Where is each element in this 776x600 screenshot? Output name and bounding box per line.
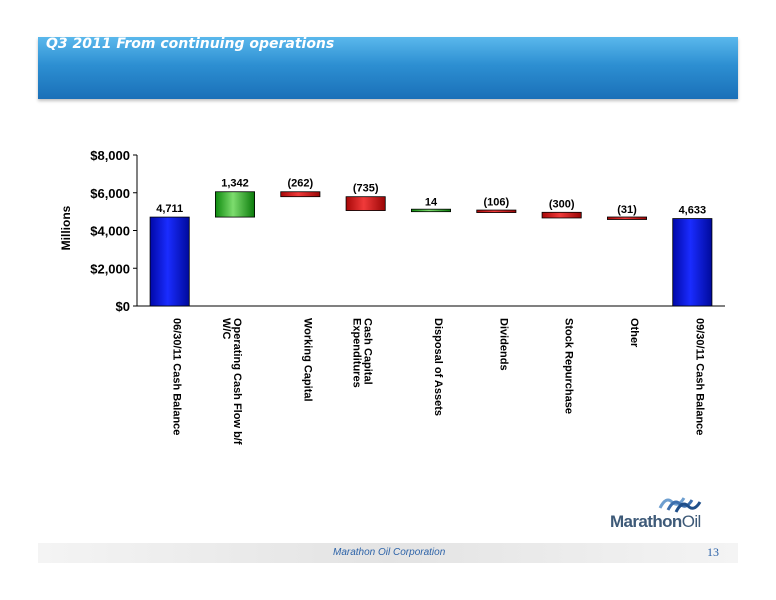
x-tick-label: Other — [628, 318, 640, 348]
y-tick-label: $8,000 — [90, 148, 130, 163]
x-tick-label: Disposal of Assets — [432, 318, 444, 416]
bar-2 — [214, 191, 255, 218]
x-tick-label: Stock Repurchase — [563, 318, 575, 414]
y-tick-label: $6,000 — [90, 186, 130, 201]
logo-wordmark: MarathonOil — [610, 512, 701, 532]
x-tick-label: Cash CapitalExpenditures — [351, 318, 374, 388]
logo-brand: Marathon — [610, 512, 682, 531]
data-label: (735) — [353, 183, 379, 195]
data-label: 14 — [425, 196, 438, 208]
data-label: (31) — [617, 204, 637, 216]
footer-bar — [38, 543, 738, 563]
page-subtitle: Q3 2011 From continuing operations — [46, 36, 335, 52]
data-label: 4,711 — [156, 203, 183, 215]
bar-4 — [345, 196, 386, 211]
x-tick-label: 09/30/11 Cash Balance — [693, 318, 705, 435]
x-tick-label: 06/30/11 Cash Balance — [171, 318, 183, 435]
data-label: (106) — [483, 196, 509, 208]
y-tick-label: $4,000 — [90, 224, 130, 239]
bar-5 — [410, 208, 451, 213]
x-tick-label: Dividends — [497, 318, 509, 371]
x-tick-label: Operating Cash Flow b/fW/C — [220, 318, 243, 445]
y-tick-label: $0 — [116, 299, 130, 314]
footer-company: Marathon Oil Corporation — [333, 547, 446, 558]
bar-8 — [607, 216, 648, 220]
data-label: 1,342 — [221, 178, 249, 190]
bar-1 — [149, 216, 190, 307]
marathon-oil-logo: MarathonOil — [610, 494, 730, 536]
y-axis-label: Millions — [59, 205, 73, 250]
data-label: 4,633 — [679, 205, 707, 217]
page-title: Total Company Preliminary Cash Flow — [46, 6, 520, 31]
title-banner — [38, 37, 738, 99]
bar-6 — [476, 209, 517, 213]
data-label: (300) — [549, 198, 575, 210]
y-tick-label: $2,000 — [90, 261, 130, 276]
logo-wave-icon — [658, 497, 702, 513]
bar-9 — [672, 218, 713, 307]
bar-3 — [280, 191, 321, 198]
bar-7 — [541, 211, 582, 219]
logo-suffix: Oil — [681, 512, 702, 531]
page-number: 13 — [707, 545, 719, 559]
data-label: (262) — [287, 178, 313, 190]
x-tick-label: Working Capital — [301, 318, 313, 402]
